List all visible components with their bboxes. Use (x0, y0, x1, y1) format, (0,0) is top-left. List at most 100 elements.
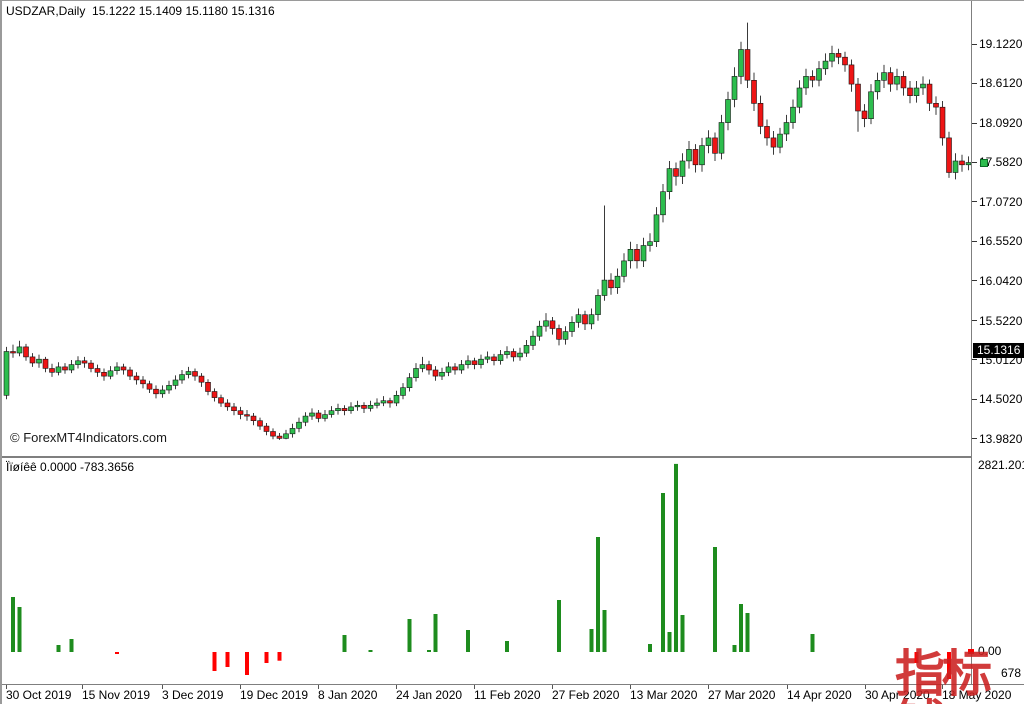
histogram-bar (11, 597, 15, 652)
histogram-bar (245, 652, 249, 675)
price-axis-label: 17.0720 (979, 195, 1023, 209)
candle (725, 91, 731, 131)
candle (595, 289, 601, 321)
candle (36, 354, 42, 368)
last-close-marker (980, 159, 988, 167)
candle (309, 408, 315, 420)
candle (133, 372, 140, 385)
candle (400, 383, 406, 400)
candle (751, 72, 757, 111)
price-axis-label: 16.5520 (979, 234, 1023, 248)
candle (536, 320, 543, 341)
candle (101, 368, 107, 381)
histogram-bar (115, 652, 119, 654)
time-axis-tick (162, 685, 163, 689)
histogram-bar (713, 547, 717, 652)
candle (634, 244, 640, 269)
candle (328, 406, 335, 418)
candle (705, 130, 712, 154)
candle (237, 406, 244, 420)
time-axis-tick (396, 685, 397, 689)
candle (16, 340, 23, 357)
candle (874, 72, 881, 100)
histogram-bar (810, 634, 815, 652)
candle (465, 355, 471, 369)
candle (621, 253, 627, 283)
panel-divider[interactable] (2, 456, 972, 458)
histogram-bar (56, 645, 61, 652)
candle (549, 317, 556, 335)
candle (569, 316, 575, 337)
time-axis-label: 13 Mar 2020 (630, 688, 698, 702)
candle (88, 360, 94, 373)
candle (894, 68, 900, 91)
candle (270, 428, 276, 440)
candle (406, 373, 413, 392)
current-price-badge: 15.1316 (973, 343, 1024, 358)
candle (926, 79, 933, 111)
candle (868, 84, 874, 125)
candle (335, 403, 341, 415)
candlestick-chart-canvas[interactable] (2, 1, 972, 456)
copyright-watermark: © ForexMT4Indicators.com (10, 430, 167, 445)
candle (218, 394, 224, 407)
candle (744, 22, 751, 88)
candle (244, 410, 250, 421)
time-axis-label: 11 Feb 2020 (474, 688, 541, 702)
candle (55, 362, 62, 376)
time-axis-tick (865, 685, 866, 689)
candle (543, 313, 549, 332)
candle (777, 127, 783, 154)
candle (764, 119, 770, 146)
candle (439, 367, 445, 380)
indicator-current-value-marker (968, 649, 974, 654)
histogram-bar (745, 613, 750, 652)
candle (283, 429, 289, 440)
candle (250, 413, 257, 426)
candle (315, 410, 322, 423)
price-axis-tick (972, 399, 977, 400)
histogram-bar (589, 629, 594, 652)
time-axis-label: 14 Apr 2020 (787, 688, 852, 702)
candle (712, 132, 718, 161)
candle (588, 308, 595, 330)
histogram-bar (17, 607, 22, 652)
candle (231, 403, 237, 416)
candle (263, 423, 270, 436)
candle (361, 402, 367, 413)
histogram-bar (466, 630, 470, 652)
candle (419, 356, 426, 373)
candle (432, 366, 439, 381)
indicator-histogram-canvas[interactable] (2, 458, 972, 684)
histogram-bar (505, 641, 509, 652)
candle (790, 99, 796, 129)
histogram-bar (667, 632, 672, 652)
candle (796, 80, 803, 114)
price-axis-label: 18.6120 (979, 76, 1023, 90)
candle (900, 71, 907, 96)
candle (153, 385, 159, 399)
histogram-bar (69, 639, 74, 652)
time-axis-tick (630, 685, 631, 689)
candle (393, 390, 400, 407)
candle (829, 45, 835, 68)
candle (322, 410, 328, 422)
candle (75, 356, 81, 369)
time-axis-tick (240, 685, 241, 689)
indicator-title: Ïïøíêê 0.0000 -783.3656 (6, 460, 135, 474)
candle (510, 348, 517, 362)
candle (803, 68, 809, 95)
time-axis-tick (82, 685, 83, 689)
candle (517, 347, 523, 361)
histogram-bar (661, 493, 665, 652)
time-axis-label: 27 Feb 2020 (552, 688, 620, 702)
price-axis-tick (972, 359, 977, 360)
candle (198, 373, 205, 387)
candle (484, 351, 491, 364)
histogram-bar (947, 652, 951, 679)
candle (348, 402, 354, 414)
histogram-bar (433, 614, 438, 652)
candle (582, 310, 588, 330)
candle (692, 144, 699, 173)
